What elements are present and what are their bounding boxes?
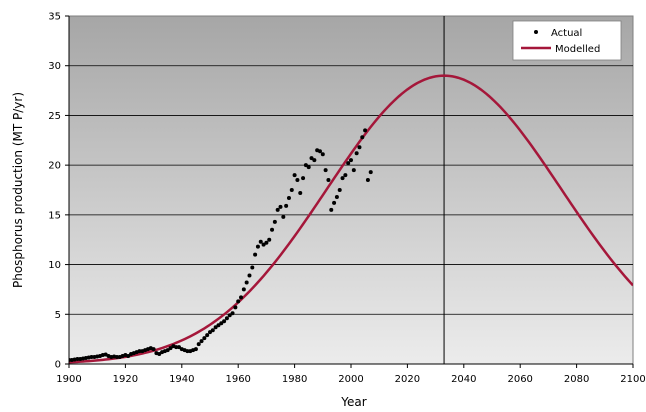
x-tick-label: 1980: [282, 374, 307, 385]
actual-data-point: [360, 135, 364, 139]
y-tick-label: 30: [48, 61, 61, 72]
x-tick-label: 2000: [338, 374, 363, 385]
y-tick-label: 25: [48, 111, 61, 122]
actual-data-point: [355, 151, 359, 155]
actual-data-point: [259, 240, 263, 244]
legend-actual-marker: [534, 30, 538, 34]
actual-data-point: [264, 241, 268, 245]
actual-data-point: [205, 333, 209, 337]
actual-data-point: [211, 328, 215, 332]
legend-actual-label: Actual: [551, 28, 582, 39]
actual-data-point: [321, 152, 325, 156]
y-tick-label: 5: [55, 310, 61, 321]
x-tick-label: 2060: [507, 374, 532, 385]
actual-data-point: [318, 149, 322, 153]
y-tick-label: 15: [48, 210, 61, 221]
actual-data-point: [335, 195, 339, 199]
actual-data-point: [253, 253, 257, 257]
x-tick-label: 2040: [451, 374, 476, 385]
actual-data-point: [369, 170, 373, 174]
x-axis-ticks: 1900 1920 1940 1960 1980 2000 2020 2040 2060 2080…: [56, 364, 645, 385]
x-tick-label: 1920: [113, 374, 138, 385]
actual-data-point: [366, 178, 370, 182]
y-axis-ticks: 0 5 10 15 20 25 30 35: [48, 12, 69, 371]
plot-area: [69, 16, 633, 364]
actual-data-point: [298, 191, 302, 195]
y-tick-label: 20: [48, 161, 61, 172]
actual-data-point: [197, 342, 201, 346]
actual-data-point: [225, 316, 229, 320]
actual-data-point: [247, 274, 251, 278]
actual-data-point: [290, 188, 294, 192]
x-tick-label: 1960: [225, 374, 250, 385]
actual-data-point: [279, 205, 283, 209]
actual-data-point: [152, 347, 156, 351]
actual-data-point: [349, 158, 353, 162]
actual-data-point: [273, 220, 277, 224]
actual-data-point: [363, 128, 367, 132]
actual-data-point: [307, 165, 311, 169]
actual-data-point: [239, 295, 243, 299]
actual-data-point: [343, 173, 347, 177]
actual-data-point: [194, 347, 198, 351]
y-axis-title: Phosphorus production (MT P/yr): [11, 92, 25, 288]
actual-data-point: [267, 238, 271, 242]
actual-data-point: [332, 201, 336, 205]
actual-data-point: [329, 208, 333, 212]
legend: Actual Modelled: [513, 21, 621, 60]
legend-modelled-label: Modelled: [555, 44, 600, 55]
y-tick-label: 35: [48, 12, 61, 23]
actual-data-point: [352, 168, 356, 172]
actual-data-point: [245, 280, 249, 284]
actual-data-point: [276, 208, 280, 212]
actual-data-point: [301, 176, 305, 180]
actual-data-point: [233, 305, 237, 309]
actual-data-point: [236, 299, 240, 303]
actual-data-point: [312, 158, 316, 162]
x-tick-label: 1940: [169, 374, 194, 385]
actual-data-point: [324, 168, 328, 172]
actual-data-point: [295, 178, 299, 182]
actual-data-point: [281, 215, 285, 219]
actual-data-point: [270, 228, 274, 232]
actual-data-point: [250, 266, 254, 270]
actual-data-point: [256, 245, 260, 249]
actual-data-point: [200, 339, 204, 343]
actual-data-point: [346, 161, 350, 165]
y-tick-label: 0: [55, 360, 61, 371]
y-tick-label: 10: [48, 260, 61, 271]
actual-data-point: [231, 311, 235, 315]
actual-data-point: [242, 287, 246, 291]
actual-data-point: [293, 173, 297, 177]
actual-data-point: [284, 204, 288, 208]
actual-data-point: [326, 178, 330, 182]
actual-data-point: [222, 319, 226, 323]
actual-data-point: [341, 176, 345, 180]
actual-data-point: [287, 196, 291, 200]
x-tick-label: 1900: [56, 374, 81, 385]
actual-data-point: [357, 145, 361, 149]
x-tick-label: 2020: [395, 374, 420, 385]
x-tick-label: 2100: [620, 374, 645, 385]
actual-data-point: [338, 188, 342, 192]
actual-data-point: [202, 336, 206, 340]
x-tick-label: 2080: [564, 374, 589, 385]
x-axis-title: Year: [340, 395, 366, 409]
